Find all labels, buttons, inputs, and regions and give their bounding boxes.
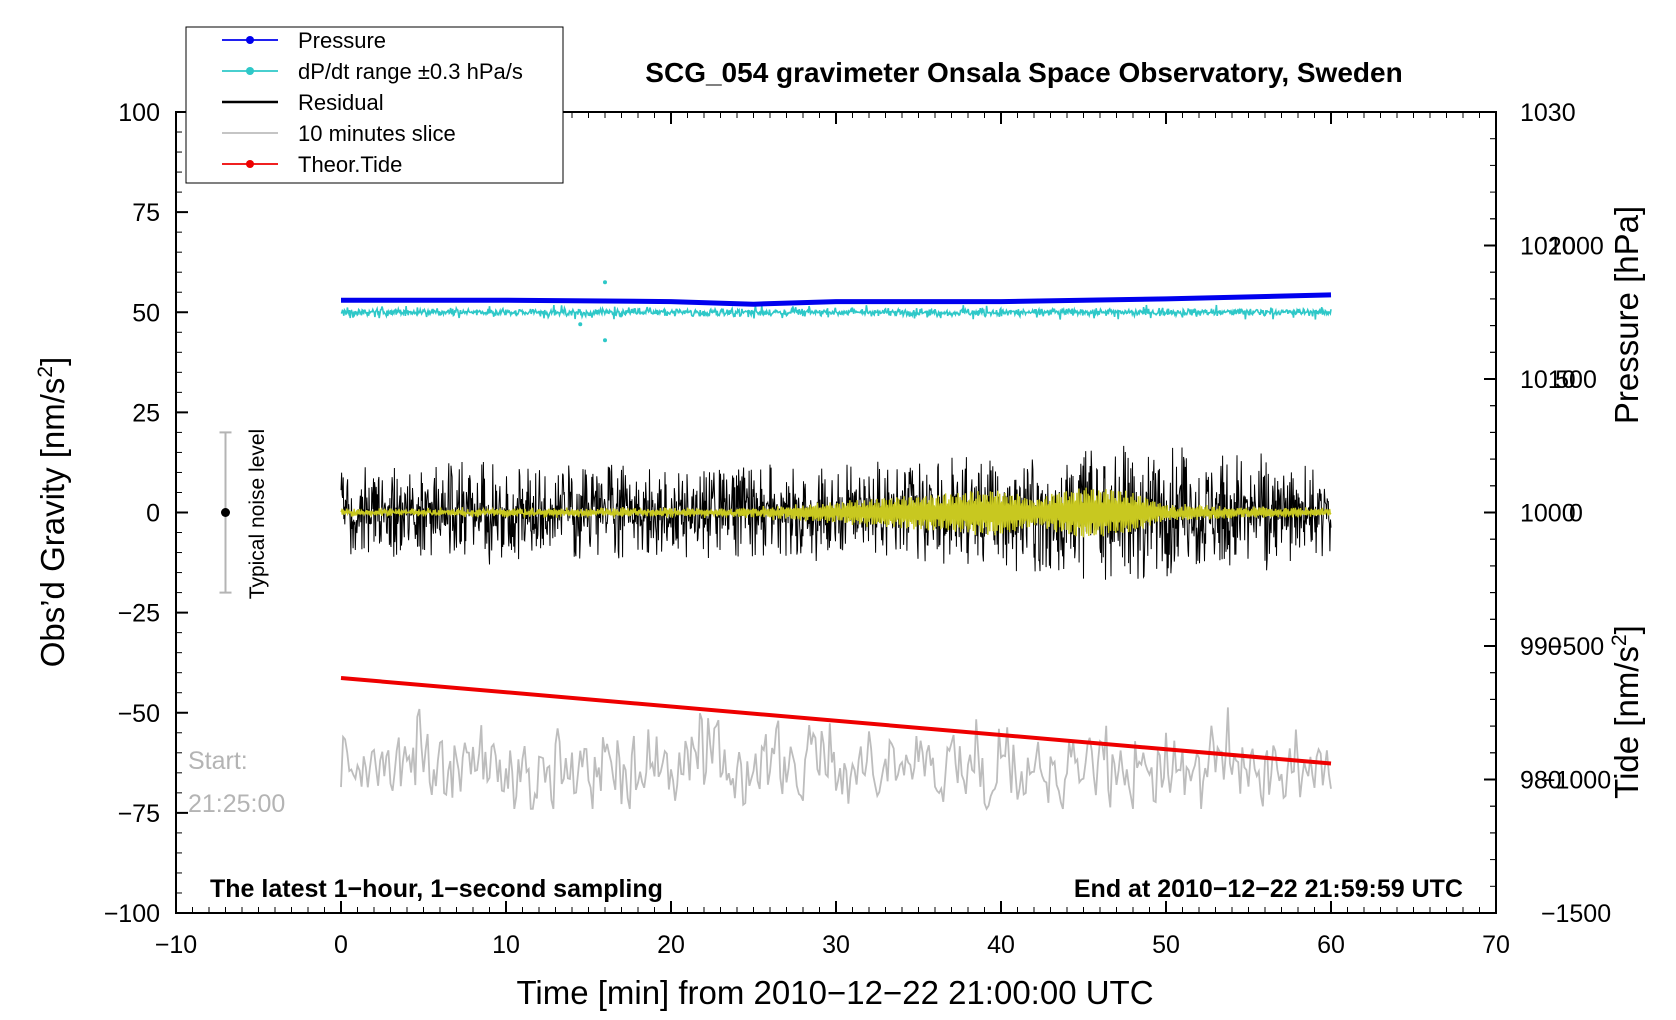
x-tick-label: 70 [1482, 931, 1510, 959]
start-time-label: 21:25:00 [188, 790, 285, 818]
y-axis-left: 100 75 50 25 0 −25 −50 −75 −100 [104, 99, 188, 928]
legend: Pressure dP/dt range ±0.3 hPa/s Residual 10… [185, 26, 564, 184]
x-axis: −10 0 10 20 30 40 50 60 70 [155, 112, 1510, 959]
x-tick-label: 20 [657, 931, 685, 959]
y-left-tick-label: −75 [118, 800, 160, 828]
bottom-left-note: The latest 1−hour, 1−second sampling [210, 875, 663, 903]
tide-tick-label: 1000 [1548, 233, 1604, 261]
residual-smoothed-line [340, 487, 1332, 538]
legend-swatch-marker [246, 160, 254, 168]
legend-label: Pressure [298, 28, 386, 53]
y-left-tick-label: −100 [104, 900, 160, 928]
legend-entry: Pressure [222, 28, 386, 53]
x-tick-label: 10 [492, 931, 520, 959]
x-tick-label: 60 [1317, 931, 1345, 959]
dpdt-series-line [340, 304, 1332, 320]
pressure-tick-label: 1020 [1520, 233, 1576, 261]
legend-label: dP/dt range ±0.3 hPa/s [298, 59, 523, 84]
x-axis-title: Time [min] from 2010−12−22 21:00:00 UTC [516, 974, 1153, 1011]
bottom-right-note: End at 2010−12−22 21:59:59 UTC [1074, 875, 1463, 903]
pressure-series-line [341, 292, 1332, 307]
x-tick-label: −10 [155, 931, 197, 959]
start-label: Start: [188, 747, 248, 775]
dpdt-outlier-point [603, 338, 607, 343]
tide-tick-label: −1000 [1541, 767, 1611, 795]
dpdt-series [340, 280, 1332, 343]
tide-tick-label: −500 [1548, 633, 1604, 661]
noise-level-dot [221, 508, 230, 517]
y-left-tick-label: 100 [118, 99, 160, 127]
tide-axis-title: Tide [nm/s2] [1608, 625, 1645, 799]
dpdt-outlier-point [578, 322, 583, 327]
y-left-tick-label: −50 [118, 700, 160, 728]
pressure-tick-label: 1030 [1520, 99, 1576, 127]
pressure-tick-label: 990 [1520, 633, 1562, 661]
noise-level-indicator: Typical noise level [219, 429, 269, 599]
legend-entry: Residual [222, 90, 384, 115]
y-left-tick-label: −25 [118, 600, 160, 628]
pressure-tick-label: 1010 [1520, 366, 1576, 394]
pressure-tick-label: 980 [1520, 767, 1562, 795]
legend-label: Theor.Tide [298, 152, 402, 177]
noise-level-label: Typical noise level [246, 429, 269, 599]
legend-label: 10 minutes slice [298, 121, 456, 146]
legend-entry: 10 minutes slice [222, 121, 456, 146]
x-tick-label: 50 [1152, 931, 1180, 959]
y-left-tick-label: 25 [132, 399, 160, 427]
y-left-tick-label: 50 [132, 299, 160, 327]
tide-tick-label: −1500 [1541, 900, 1611, 928]
y-left-tick-label: 75 [132, 199, 160, 227]
x-tick-label: 40 [987, 931, 1015, 959]
tide-tick-label: 0 [1569, 500, 1583, 528]
series-layer [340, 280, 1332, 811]
legend-swatch-marker [246, 67, 254, 75]
y-axis-left-title: Obs’d Gravity [nm/s2] [34, 357, 71, 668]
y-left-tick-label: 0 [146, 500, 160, 528]
y-axis-pressure: 1030 1020 1010 1000 990 980 [1484, 99, 1576, 834]
pressure-axis-title: Pressure [hPa] [1608, 206, 1645, 424]
y-axis-tide: 1000 500 0 −500 −1000 −1500 [1484, 218, 1611, 928]
legend-label: Residual [298, 90, 384, 115]
dpdt-outlier-point [603, 280, 607, 285]
legend-entry: dP/dt range ±0.3 hPa/s [222, 59, 523, 84]
legend-swatch-marker [246, 36, 254, 44]
tide-tick-label: 500 [1555, 366, 1597, 394]
legend-entry: Theor.Tide [222, 152, 402, 177]
legend-box [185, 26, 564, 184]
slice-series-line [340, 707, 1332, 811]
tide-series-line [340, 676, 1332, 766]
pressure-tick-label: 1000 [1520, 500, 1576, 528]
x-tick-label: 0 [334, 931, 348, 959]
x-tick-label: 30 [822, 931, 850, 959]
chart-title: SCG_054 gravimeter Onsala Space Observat… [645, 57, 1402, 88]
